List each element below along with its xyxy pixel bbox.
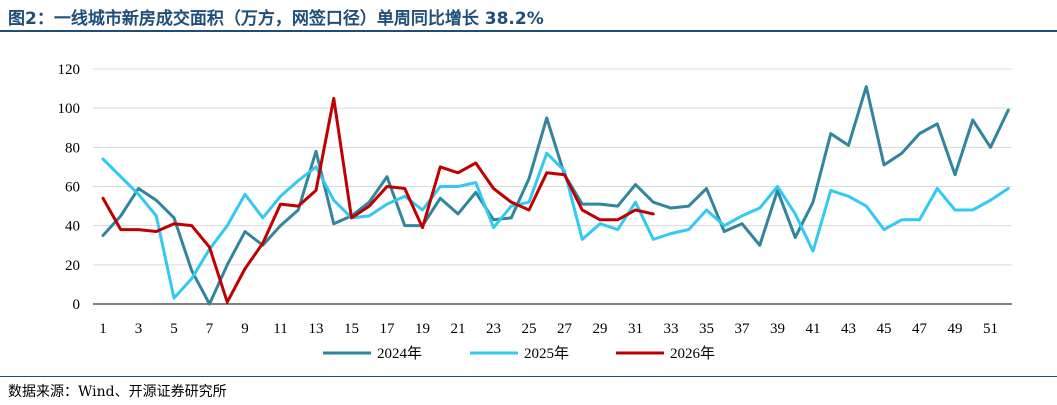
legend-label: 2024年 bbox=[377, 345, 422, 362]
x-tick-label: 23 bbox=[486, 321, 501, 337]
x-tick-label: 5 bbox=[170, 321, 178, 337]
y-tick-label: 100 bbox=[58, 101, 81, 117]
x-tick-label: 7 bbox=[206, 321, 214, 337]
source-note: 数据来源：Wind、开源证券研究所 bbox=[8, 384, 227, 400]
y-tick-label: 60 bbox=[65, 180, 80, 196]
x-tick-label: 47 bbox=[912, 321, 928, 337]
series-line-2 bbox=[101, 151, 1010, 300]
x-tick-label: 39 bbox=[770, 321, 785, 337]
x-tick-label: 37 bbox=[735, 321, 751, 337]
title-rule bbox=[0, 30, 1057, 32]
x-tick-label: 17 bbox=[380, 321, 396, 337]
x-tick-label: 33 bbox=[664, 321, 679, 337]
series-line-3 bbox=[101, 96, 655, 304]
series-lines bbox=[101, 85, 1010, 306]
chart-title: 图2：一线城市新房成交面积（万方，网签口径）单周同比增长 38.2% bbox=[8, 9, 544, 29]
y-axis-ticks: 0 20 40 60 80 100 120 bbox=[58, 62, 81, 313]
x-tick-label: 13 bbox=[309, 321, 324, 337]
x-tick-label: 27 bbox=[557, 321, 573, 337]
legend-label: 2025年 bbox=[524, 345, 569, 362]
x-tick-label: 45 bbox=[877, 321, 892, 337]
legend: 2024年 2025年 2026年 bbox=[323, 345, 715, 362]
y-tick-label: 120 bbox=[58, 62, 81, 78]
x-tick-label: 43 bbox=[841, 321, 856, 337]
x-tick-label: 51 bbox=[983, 321, 998, 337]
x-tick-label: 25 bbox=[522, 321, 537, 337]
series-line-1 bbox=[101, 85, 1010, 306]
x-tick-label: 19 bbox=[415, 321, 430, 337]
x-tick-label: 9 bbox=[241, 321, 249, 337]
y-tick-label: 80 bbox=[65, 140, 80, 156]
y-tick-label: 20 bbox=[65, 258, 80, 274]
x-tick-label: 1 bbox=[99, 321, 107, 337]
x-tick-label: 15 bbox=[344, 321, 359, 337]
footer-rule bbox=[0, 376, 1057, 377]
y-tick-label: 40 bbox=[65, 219, 80, 235]
x-tick-label: 49 bbox=[948, 321, 963, 337]
x-tick-label: 3 bbox=[135, 321, 143, 337]
grid-lines bbox=[93, 68, 1012, 266]
x-tick-label: 31 bbox=[628, 321, 643, 337]
x-axis-ticks: 1 3 5 7 9 11 13 15 17 19 21 23 25 27 29 31 33 35 37 39 41 43 4… bbox=[99, 321, 998, 337]
x-tick-label: 35 bbox=[699, 321, 714, 337]
y-tick-label: 0 bbox=[73, 297, 81, 313]
legend-label: 2026年 bbox=[670, 345, 715, 362]
x-tick-label: 11 bbox=[273, 321, 287, 337]
x-tick-label: 29 bbox=[593, 321, 608, 337]
x-tick-label: 21 bbox=[451, 321, 466, 337]
x-tick-label: 41 bbox=[806, 321, 821, 337]
